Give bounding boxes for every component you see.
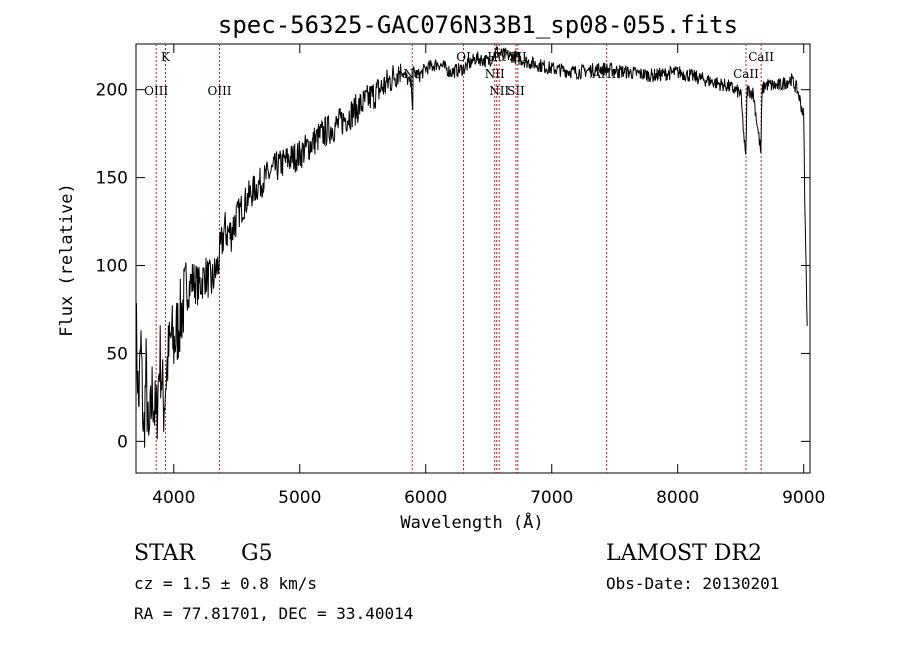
y-tick-label: 0 [117, 432, 128, 452]
line-marker-label: NII [485, 67, 505, 81]
line-marker-label: OIII [144, 84, 168, 98]
survey-name: LAMOST DR2 [606, 541, 762, 566]
y-tick-label: 150 [96, 169, 128, 189]
line-marker-label: CaII [748, 50, 774, 64]
x-tick-label: 5000 [278, 488, 321, 508]
spectrum-series-line [135, 46, 808, 448]
y-tick-label: 100 [96, 257, 128, 277]
line-marker-label: OIII [207, 84, 231, 98]
x-tick-label: 6000 [404, 488, 447, 508]
line-marker-label: K [161, 50, 171, 64]
redshift-readout: cz = 1.5 ± 0.8 km/s [134, 574, 317, 593]
line-marker-label: NII [489, 84, 509, 98]
observation-date: Obs-Date: 20130201 [606, 574, 779, 593]
x-axis-label: Wavelength (Å) [400, 511, 543, 533]
x-tick-label: 8000 [656, 488, 699, 508]
y-axis-label: Flux (relative) [57, 183, 77, 337]
y-tick-label: 200 [96, 81, 128, 101]
x-tick-label: 7000 [530, 488, 573, 508]
object-class: STAR [134, 541, 196, 566]
plot-frame [135, 43, 811, 474]
line-marker-label: CaII [733, 67, 759, 81]
line-marker-label: SII [507, 84, 525, 98]
y-tick-label: 50 [106, 344, 128, 364]
x-tick-label: 9000 [782, 488, 825, 508]
chart-title: spec-56325-GAC076N33B1_sp08-055.fits [218, 11, 738, 39]
sky-coordinates: RA = 77.81701, DEC = 33.40014 [134, 604, 413, 623]
object-subclass: G5 [241, 541, 273, 566]
axis-ticks: 4000 5000 6000 7000 8000 9000 0 50 100 150 200 [96, 44, 825, 508]
x-tick-label: 4000 [152, 488, 195, 508]
